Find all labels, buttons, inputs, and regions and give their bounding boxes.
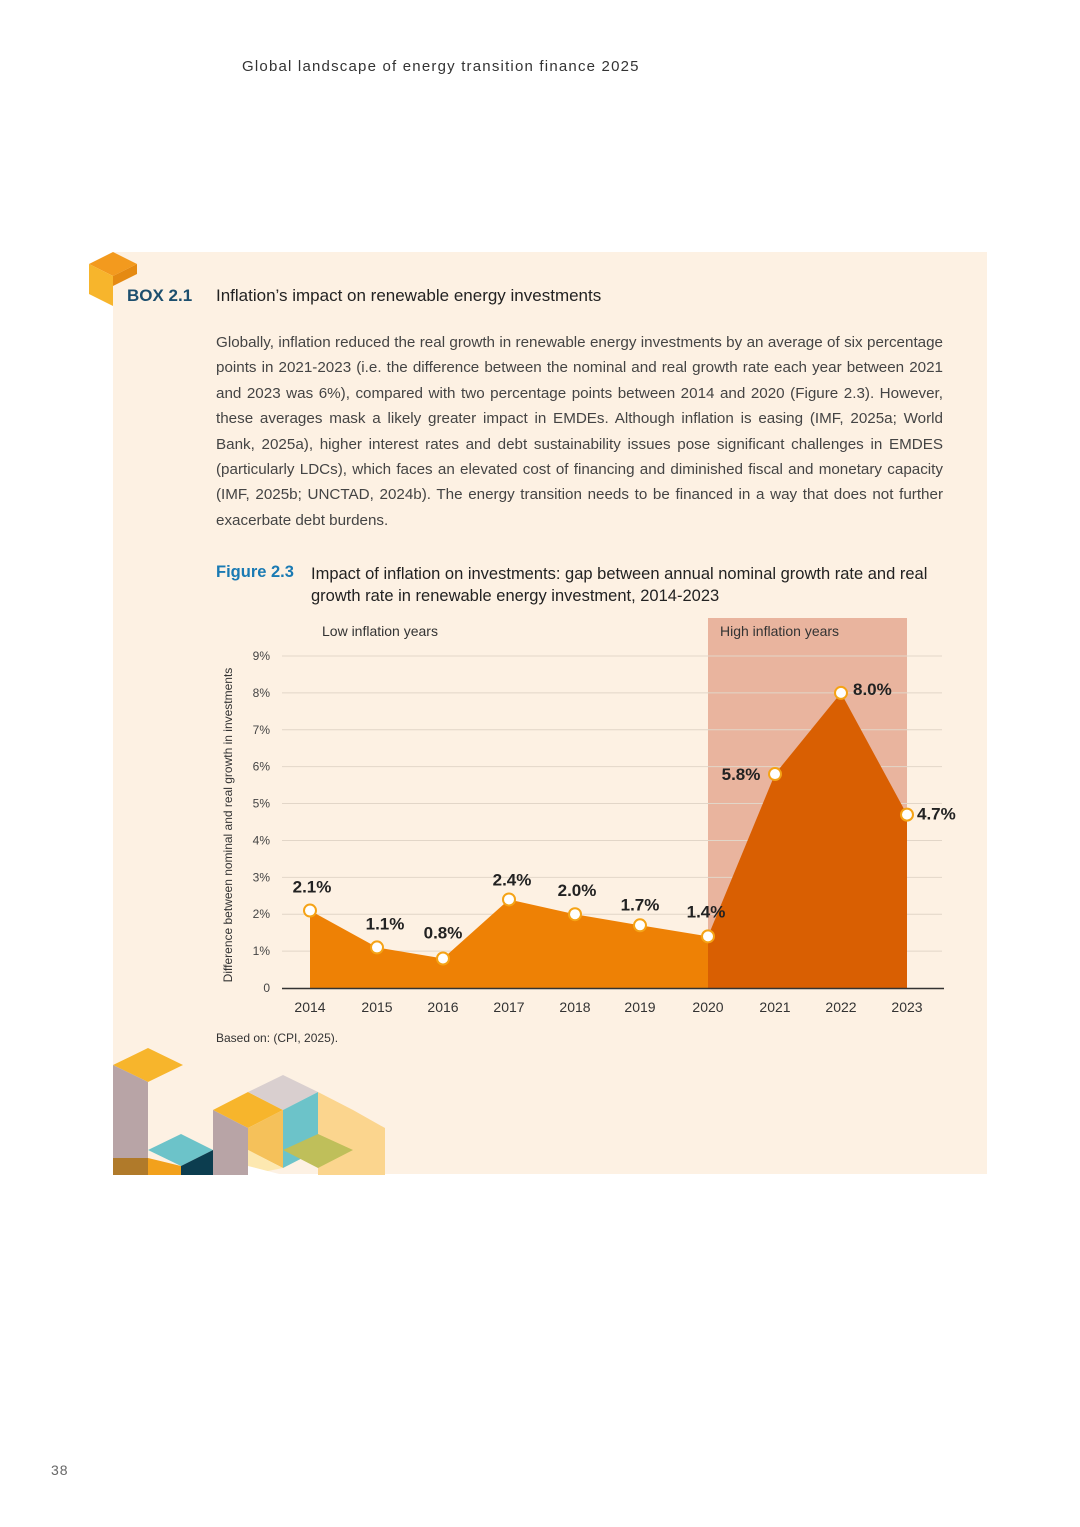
data-label: 1.4% bbox=[687, 902, 726, 921]
low-inflation-area bbox=[310, 899, 708, 988]
cube-icon bbox=[89, 252, 137, 306]
y-tick-label: 4% bbox=[253, 833, 271, 847]
y-tick-label: 7% bbox=[253, 723, 271, 737]
x-tick-label: 2017 bbox=[493, 999, 524, 1015]
figure-label: Figure 2.3 bbox=[216, 563, 294, 581]
data-point-marker bbox=[303, 903, 317, 918]
x-tick-label: 2022 bbox=[825, 999, 856, 1015]
x-tick-label: 2019 bbox=[624, 999, 655, 1015]
y-tick-label: 0 bbox=[263, 981, 270, 995]
x-tick-label: 2018 bbox=[559, 999, 590, 1015]
y-tick-label: 2% bbox=[253, 907, 271, 921]
x-tick-label: 2015 bbox=[361, 999, 392, 1015]
data-label: 1.7% bbox=[621, 895, 660, 914]
x-tick-label: 2020 bbox=[692, 999, 723, 1015]
x-tick-label: 2023 bbox=[891, 999, 922, 1015]
y-tick-label: 1% bbox=[253, 944, 271, 958]
data-label: 2.0% bbox=[558, 881, 597, 900]
data-label: 8.0% bbox=[853, 680, 892, 699]
y-axis-label: Difference between nominal and real grow… bbox=[221, 668, 235, 983]
x-tick-label: 2021 bbox=[759, 999, 790, 1015]
x-tick-label: 2014 bbox=[294, 999, 325, 1015]
data-label: 2.1% bbox=[293, 878, 332, 897]
data-point-marker bbox=[900, 807, 914, 822]
data-point-marker bbox=[834, 685, 848, 700]
data-point-marker bbox=[701, 929, 715, 944]
data-label: 5.8% bbox=[722, 765, 761, 784]
y-tick-label: 6% bbox=[253, 760, 271, 774]
data-point-marker bbox=[633, 918, 647, 933]
box-title: Inflation’s impact on renewable energy i… bbox=[216, 286, 602, 305]
region-label-high: High inflation years bbox=[720, 623, 839, 639]
y-tick-label: 5% bbox=[253, 797, 271, 811]
x-tick-label: 2016 bbox=[427, 999, 458, 1015]
decorative-cubes bbox=[113, 1048, 385, 1175]
data-point-marker bbox=[370, 940, 384, 955]
data-label: 2.4% bbox=[493, 870, 532, 889]
figure-title: Impact of inflation on investments: gap … bbox=[311, 565, 928, 605]
figure-source: Based on: (CPI, 2025). bbox=[216, 1031, 339, 1045]
data-point-marker bbox=[436, 951, 450, 966]
y-tick-label: 9% bbox=[253, 649, 271, 663]
data-label: 0.8% bbox=[424, 923, 463, 942]
data-point-marker bbox=[768, 767, 782, 782]
box-body-text: Globally, inflation reduced the real gro… bbox=[216, 334, 943, 529]
high-inflation-area bbox=[708, 692, 907, 988]
box-label: BOX 2.1 bbox=[127, 286, 193, 305]
data-label: 4.7% bbox=[917, 805, 956, 824]
data-point-marker bbox=[502, 892, 516, 907]
region-label-low: Low inflation years bbox=[322, 623, 438, 639]
data-point-marker bbox=[568, 907, 582, 922]
y-tick-label: 3% bbox=[253, 870, 271, 884]
y-tick-label: 8% bbox=[253, 686, 271, 700]
running-head: Global landscape of energy transition fi… bbox=[242, 58, 640, 75]
data-label: 1.1% bbox=[366, 914, 405, 933]
page-number: 38 bbox=[51, 1462, 69, 1478]
